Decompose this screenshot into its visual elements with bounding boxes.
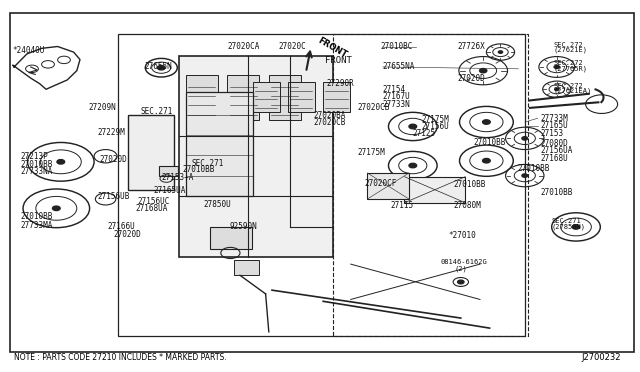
Circle shape [157,65,165,70]
Text: 27167U: 27167U [383,92,410,101]
Text: 27655NA: 27655NA [383,62,415,71]
Text: 27733M: 27733M [541,114,568,123]
Bar [179,56,333,257]
Text: 27156UB: 27156UB [97,192,130,201]
Text: 27175M: 27175M [357,148,385,157]
Text: 27010BB: 27010BB [20,212,53,221]
Text: 27010BB: 27010BB [541,188,573,197]
Text: 27020D: 27020D [114,230,141,239]
Text: SEC.271: SEC.271 [552,218,581,224]
Text: *24040U: *24040U [13,46,45,55]
Circle shape [479,68,487,73]
Circle shape [483,120,490,124]
Text: 27010BC: 27010BC [381,42,413,51]
Text: 27010BB: 27010BB [453,180,486,189]
Bar [227,76,259,120]
Text: 27156UA: 27156UA [541,146,573,155]
Text: 27010BB: 27010BB [20,160,53,169]
Text: 27010BB: 27010BB [474,138,506,147]
Text: 27125: 27125 [413,129,436,138]
Text: J2700232: J2700232 [581,353,621,362]
Bar [234,260,259,275]
Text: SEC.272: SEC.272 [554,83,583,89]
Circle shape [555,88,559,90]
Text: SEC.272: SEC.272 [554,60,583,66]
Text: 27229M: 27229M [97,128,125,137]
Text: 27156U: 27156U [421,122,449,131]
Circle shape [52,206,60,211]
Text: *27010: *27010 [448,231,476,240]
Circle shape [409,124,417,129]
Text: 27726X: 27726X [458,42,485,51]
Bar [118,34,525,336]
Circle shape [522,137,527,140]
Text: (2): (2) [454,265,467,272]
Text: 27733NA: 27733NA [20,167,53,176]
Text: 27154: 27154 [383,85,406,94]
Bar [333,34,528,336]
Text: 27166U: 27166U [108,222,135,231]
Text: 27733N: 27733N [383,100,410,109]
Circle shape [499,51,502,53]
Bar [159,166,178,176]
Text: 27010BB: 27010BB [182,165,215,174]
Text: 27020BA: 27020BA [314,111,346,120]
Text: 27020D: 27020D [99,155,127,164]
Text: 27156UC: 27156UC [138,197,170,206]
Circle shape [483,158,490,163]
Circle shape [572,225,580,229]
Circle shape [522,174,527,177]
Circle shape [57,160,65,164]
Text: (27850N): (27850N) [552,224,586,230]
Text: 27020CB: 27020CB [357,103,390,112]
Text: 27733MA: 27733MA [20,221,53,230]
Text: 27020CB: 27020CB [314,118,346,126]
Text: 27168UA: 27168UA [136,204,168,213]
Text: (27705R): (27705R) [554,65,588,72]
Bar [269,76,301,120]
Bar [210,227,252,249]
Circle shape [409,163,417,168]
Text: 27153: 27153 [541,129,564,138]
Text: FRONT: FRONT [316,36,348,60]
Text: 27175M: 27175M [421,115,449,124]
Bar [128,115,174,190]
Text: (27621E): (27621E) [554,47,588,54]
Bar [186,92,253,196]
Text: 27165UA: 27165UA [154,186,186,195]
Text: 08146-6162G: 08146-6162G [440,259,487,265]
Text: 27020C: 27020C [278,42,306,51]
Bar [186,76,218,120]
Text: 27165U: 27165U [541,121,568,130]
Text: 27020CA: 27020CA [227,42,260,51]
Text: 27655N: 27655N [144,62,172,71]
Circle shape [458,280,464,284]
Text: 27209N: 27209N [88,103,116,112]
Bar [253,82,280,112]
Text: 27010BB: 27010BB [517,164,550,173]
Text: SEC.272: SEC.272 [554,42,583,48]
Text: SEC.271: SEC.271 [192,159,225,168]
Text: NOTE : PARTS CODE 27210 INCLUDES * MARKED PARTS.: NOTE : PARTS CODE 27210 INCLUDES * MARKE… [14,353,227,362]
Circle shape [554,65,559,68]
Text: SEC.271: SEC.271 [141,107,173,116]
Text: (27621EA): (27621EA) [554,88,592,94]
Text: 27850U: 27850U [204,200,231,209]
Text: 27290R: 27290R [326,79,354,88]
Text: 27168U: 27168U [541,154,568,163]
Text: 92590N: 92590N [229,222,257,231]
Text: 27080M: 27080M [453,201,481,210]
Bar [367,173,409,199]
Text: 27115: 27115 [390,201,413,210]
Text: 27153+A: 27153+A [161,173,194,182]
Bar [288,82,315,112]
Text: 27080D: 27080D [541,139,568,148]
Bar [404,177,465,203]
Text: 27020D: 27020D [458,74,485,83]
Text: 27020CF: 27020CF [365,179,397,187]
Text: FRONT: FRONT [325,56,352,65]
Bar [323,82,350,112]
Text: 27213P: 27213P [20,153,48,161]
